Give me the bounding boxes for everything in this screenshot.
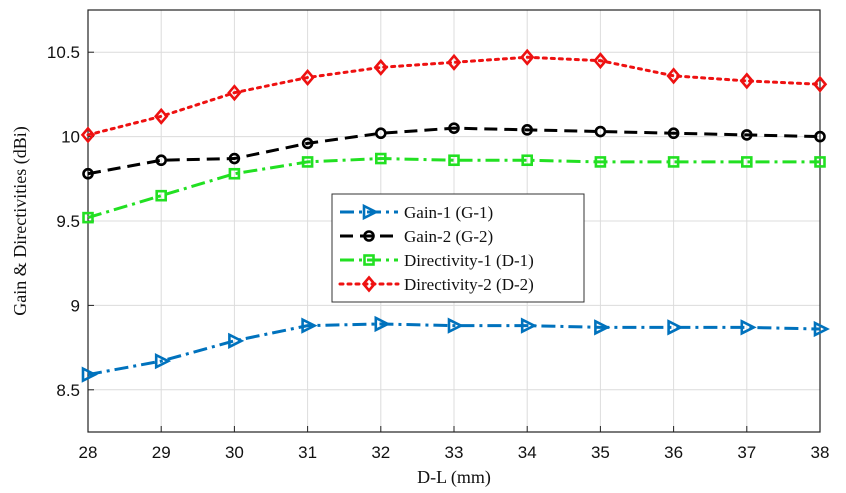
data-point <box>814 130 826 143</box>
data-point <box>155 154 167 167</box>
data-point <box>594 156 607 168</box>
data-point <box>228 167 241 180</box>
series-directivity-1-d-1 <box>82 152 826 224</box>
x-tick-label: 31 <box>298 443 317 462</box>
data-point <box>740 156 753 168</box>
data-point <box>228 332 245 349</box>
x-axis-label: D-L (mm) <box>417 467 491 488</box>
data-point <box>812 75 828 93</box>
y-tick-label: 9 <box>71 296 80 315</box>
series-gain-1-g-1 <box>81 315 830 383</box>
data-point <box>301 156 314 168</box>
y-tick-label: 10 <box>61 128 80 147</box>
legend-item: Directivity-2 (D-2) <box>338 275 534 294</box>
data-point <box>228 152 241 165</box>
data-point <box>521 124 534 136</box>
data-point <box>813 320 830 338</box>
legend-label: Directivity-2 (D-2) <box>404 275 534 294</box>
data-point <box>227 84 242 102</box>
data-point <box>594 319 611 336</box>
legend-item: Gain-2 (G-2) <box>340 227 493 246</box>
data-point <box>667 319 684 336</box>
y-tick-label: 8.5 <box>56 381 80 400</box>
data-point <box>81 366 98 383</box>
data-point <box>82 167 94 180</box>
series-directivity-2-d-2 <box>80 48 828 144</box>
x-tick-label: 29 <box>152 443 171 462</box>
legend: Gain-1 (G-1) Gain-2 (G-2) Directivity-1 (D… <box>331 193 585 303</box>
data-point <box>594 125 607 138</box>
data-point <box>740 129 753 141</box>
data-point <box>814 156 826 168</box>
x-tick-label: 32 <box>371 443 390 462</box>
legend-marker <box>363 254 375 266</box>
x-tick-label: 30 <box>225 443 244 462</box>
x-tick-label: 36 <box>664 443 683 462</box>
series-line <box>86 55 822 137</box>
legend-label: Gain-2 (G-2) <box>404 227 493 246</box>
data-point <box>374 127 387 140</box>
legend-item: Gain-1 (G-1) <box>340 203 493 222</box>
legend-marker <box>363 230 375 242</box>
legend-label: Gain-1 (G-1) <box>404 203 493 222</box>
series-line <box>87 322 821 377</box>
data-point <box>300 69 315 87</box>
data-point <box>301 137 314 150</box>
legend-label: Directivity-1 (D-1) <box>404 251 534 270</box>
x-tick-label: 28 <box>79 443 98 462</box>
data-point <box>153 107 169 125</box>
x-axis-ticks: 28 29 30 31 32 33 34 35 36 37 38 <box>79 426 830 462</box>
data-point <box>80 126 96 144</box>
data-point <box>521 154 534 167</box>
data-point <box>154 353 172 370</box>
x-tick-label: 33 <box>445 443 464 462</box>
data-point <box>593 52 608 70</box>
data-point <box>520 317 538 334</box>
series-gain-2-g-2 <box>82 122 826 180</box>
x-tick-label: 38 <box>811 443 830 462</box>
data-point <box>740 319 757 336</box>
data-point <box>446 53 462 71</box>
data-point <box>667 156 680 168</box>
data-point <box>82 211 94 224</box>
data-point <box>448 154 460 167</box>
x-tick-label: 35 <box>591 443 610 462</box>
y-axis-label: Gain & Directivities (dBi) <box>10 126 31 315</box>
data-point <box>374 152 387 165</box>
data-point <box>519 48 535 66</box>
series-line <box>87 126 821 176</box>
data-point <box>155 189 167 202</box>
x-tick-label: 34 <box>518 443 537 462</box>
data-point <box>448 122 460 134</box>
legend-marker <box>361 275 377 293</box>
data-point <box>666 67 681 85</box>
legend-item: Directivity-1 (D-1) <box>340 251 534 270</box>
legend-marker <box>362 203 379 221</box>
y-tick-label: 9.5 <box>56 212 80 231</box>
data-point <box>739 72 755 90</box>
data-point <box>447 317 464 334</box>
series-group <box>80 48 830 383</box>
y-tick-label: 10.5 <box>47 43 80 62</box>
series-line <box>87 157 820 220</box>
data-point <box>667 127 680 140</box>
data-point <box>373 58 389 76</box>
data-point <box>374 315 391 333</box>
x-tick-label: 37 <box>737 443 756 462</box>
y-axis-ticks: 8.5 9 9.5 10 10.5 <box>47 43 94 400</box>
data-point <box>301 317 318 334</box>
